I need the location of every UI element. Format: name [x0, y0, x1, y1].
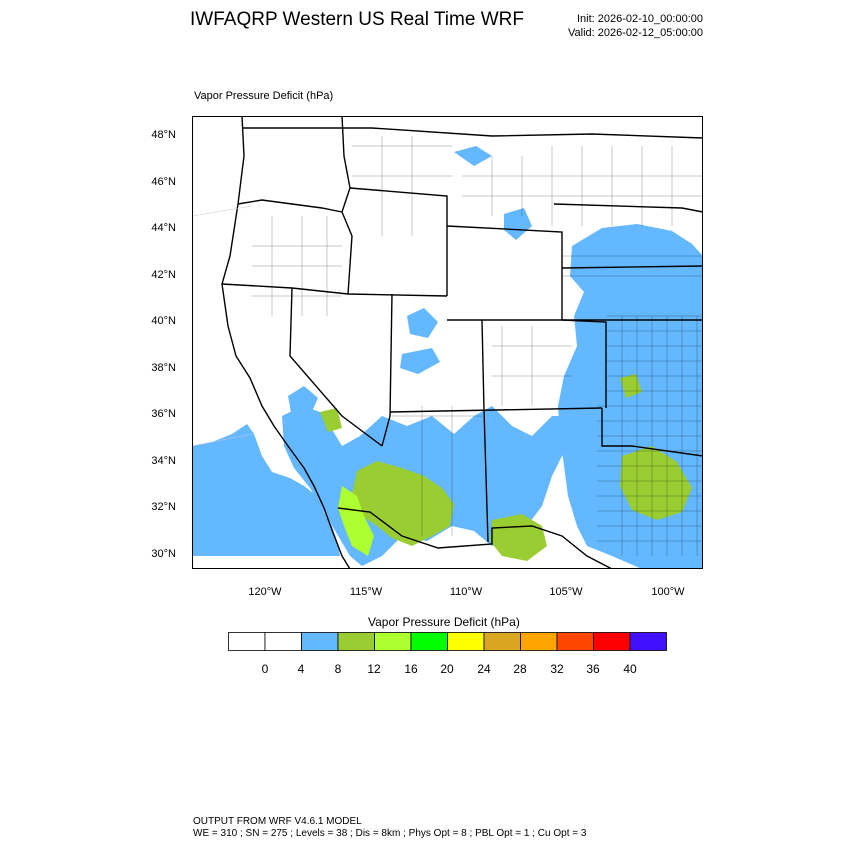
footer-config: WE = 310 ; SN = 275 ; Levels = 38 ; Dis … — [193, 828, 587, 839]
field-label: Vapor Pressure Deficit (hPa) — [194, 90, 334, 102]
colorbar-swatch — [337, 632, 375, 651]
colorbar-label: 12 — [367, 662, 381, 676]
colorbar-swatch — [264, 632, 302, 651]
lat-label: 42°N — [151, 269, 176, 281]
colorbar-label: 8 — [334, 662, 342, 676]
colorbar-swatch — [520, 632, 558, 651]
colorbar-swatch — [374, 632, 412, 651]
colorbar-label: 40 — [623, 662, 637, 676]
lat-label: 46°N — [151, 176, 176, 188]
colorbar-swatch — [447, 632, 485, 651]
lat-label: 38°N — [151, 362, 176, 374]
colorbar-title: Vapor Pressure Deficit (hPa) — [368, 615, 520, 629]
init-time: Init: 2026-02-10_00:00:00 — [577, 13, 703, 25]
colorbar-label: 32 — [550, 662, 564, 676]
vpd-region-texas-high — [620, 446, 692, 520]
lon-label: 120°W — [248, 586, 282, 598]
colorbar-swatch — [301, 632, 339, 651]
footer-model: OUTPUT FROM WRF V4.6.1 MODEL — [193, 816, 362, 827]
vpd-region-montana — [454, 146, 492, 166]
colorbar-label: 4 — [297, 662, 305, 676]
graticule — [192, 205, 253, 447]
vpd-region-sonora — [338, 486, 374, 556]
lon-label: 115°W — [349, 586, 383, 598]
lat-label: 34°N — [151, 455, 176, 467]
colorbar-label: 28 — [513, 662, 527, 676]
lon-label: 100°W — [651, 586, 685, 598]
colorbar — [228, 632, 667, 651]
colorbar-label: 20 — [440, 662, 454, 676]
lat-label: 40°N — [151, 315, 176, 327]
colorbar-swatch — [483, 632, 521, 651]
vpd-region-arizona-high — [352, 461, 454, 546]
county-grid — [252, 136, 703, 556]
vpd-region-utah — [400, 348, 440, 374]
colorbar-swatch — [556, 632, 594, 651]
vpd-region-pacific — [192, 424, 340, 556]
state-borders — [221, 116, 703, 569]
plot-title: IWFAQRP Western US Real Time WRF — [190, 9, 524, 30]
colorbar-label: 24 — [477, 662, 491, 676]
colorbar-swatch — [593, 632, 631, 651]
vpd-region-california-high — [320, 408, 342, 432]
lat-label: 32°N — [151, 501, 176, 513]
colorbar-swatch — [629, 632, 667, 651]
valid-time: Valid: 2026-02-12_05:00:00 — [568, 27, 703, 39]
colorbar-swatch — [410, 632, 448, 651]
colorbar-swatch — [228, 632, 266, 651]
lon-label: 110°W — [449, 586, 483, 598]
map-panel — [192, 116, 703, 569]
vpd-region-kansas-high — [620, 374, 642, 398]
lat-label: 48°N — [151, 129, 176, 141]
vpd-region-nevada — [288, 386, 318, 418]
lat-label: 30°N — [151, 548, 176, 560]
lat-label: 44°N — [151, 222, 176, 234]
lon-label: 105°W — [549, 586, 583, 598]
vpd-region-colorado — [407, 308, 438, 338]
vpd-region-wyoming — [504, 208, 532, 240]
colorbar-label: 0 — [261, 662, 269, 676]
lat-label: 36°N — [151, 408, 176, 420]
colorbar-label: 16 — [404, 662, 418, 676]
vpd-region-plains — [558, 224, 703, 569]
colorbar-label: 36 — [586, 662, 600, 676]
